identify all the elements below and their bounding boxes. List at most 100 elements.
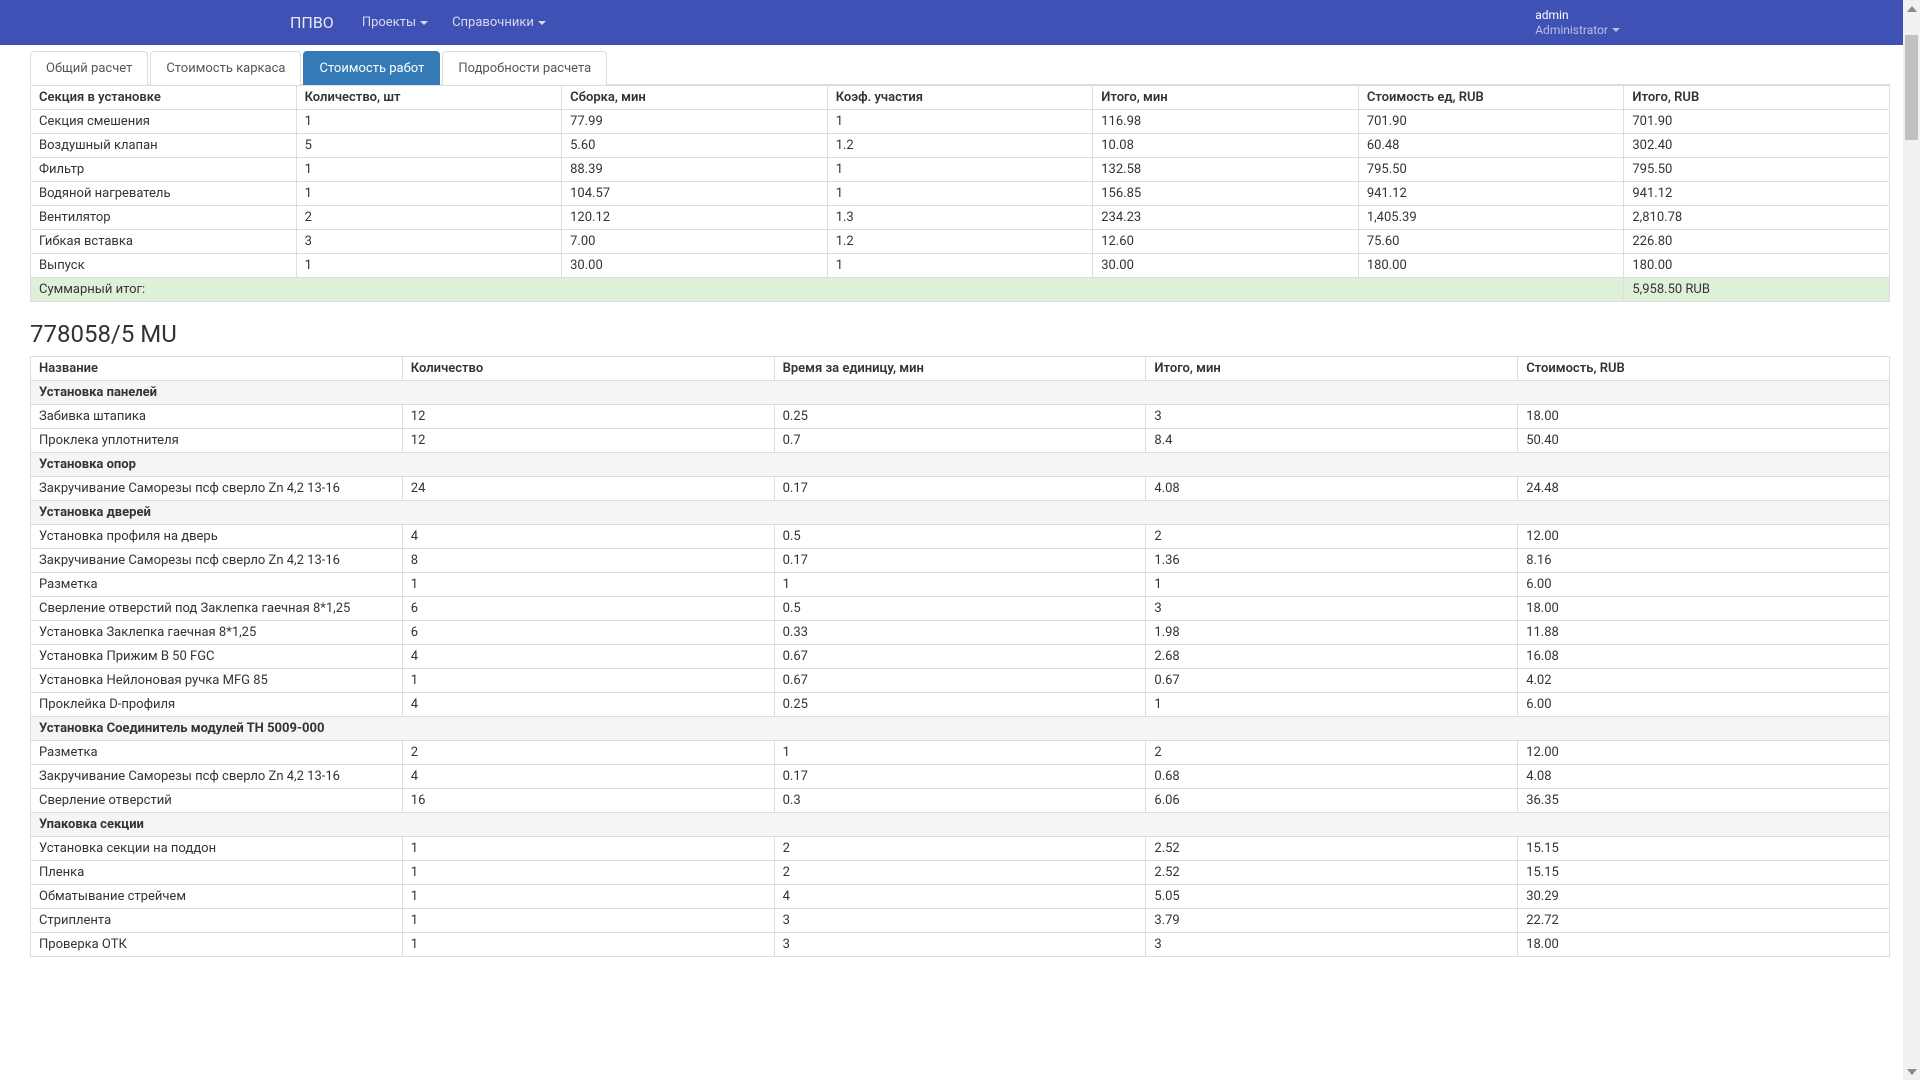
table-row: Разметка1116.00 — [31, 573, 1890, 597]
user-menu[interactable]: admin Administrator — [1535, 8, 1620, 37]
tab-work-cost[interactable]: Стоимость работ — [303, 51, 440, 85]
column-header: Количество, шт — [296, 86, 562, 110]
table-cell: 15.15 — [1518, 861, 1890, 885]
table-cell: 2 — [296, 206, 562, 230]
table-cell: 16 — [402, 789, 774, 813]
chevron-down-icon — [1612, 28, 1620, 32]
scrollbar[interactable] — [1903, 0, 1920, 1080]
table-row: Воздушный клапан55.601.210.0860.48302.40 — [31, 134, 1890, 158]
table-cell: 226.80 — [1624, 230, 1890, 254]
table-cell: Закручивание Саморезы псф сверло Zn 4,2 … — [31, 477, 403, 501]
summary-table: Секция в установкеКоличество, штСборка, … — [30, 85, 1890, 302]
chevron-down-icon — [538, 21, 546, 25]
table-cell: 12 — [402, 429, 774, 453]
section-title: 778058/5 MU — [30, 320, 1890, 348]
total-label: Суммарный итог: — [31, 278, 1624, 302]
group-header-row: Установка дверей — [31, 501, 1890, 525]
table-cell: 75.60 — [1358, 230, 1624, 254]
table-cell: 6 — [402, 621, 774, 645]
table-cell: 1 — [774, 741, 1146, 765]
group-header: Установка дверей — [31, 501, 1890, 525]
table-row: Установка Прижим B 50 FGC40.672.6816.08 — [31, 645, 1890, 669]
table-cell: 8.16 — [1518, 549, 1890, 573]
table-cell: 0.5 — [774, 525, 1146, 549]
table-cell: Стриплента — [31, 909, 403, 933]
table-cell: Водяной нагреватель — [31, 182, 297, 206]
table-cell: 1 — [1146, 573, 1518, 597]
nav-references-label: Справочники — [452, 15, 534, 30]
table-cell: 2,810.78 — [1624, 206, 1890, 230]
table-cell: Секция смешения — [31, 110, 297, 134]
group-header-row: Установка опор — [31, 453, 1890, 477]
scroll-up-button[interactable] — [1903, 0, 1920, 17]
table-cell: 104.57 — [562, 182, 828, 206]
tab-frame-cost[interactable]: Стоимость каркаса — [150, 51, 301, 85]
table-cell: Сверление отверстий — [31, 789, 403, 813]
table-cell: 1,405.39 — [1358, 206, 1624, 230]
table-row: Закручивание Саморезы псф сверло Zn 4,2 … — [31, 765, 1890, 789]
table-cell: 6 — [402, 597, 774, 621]
group-header-row: Установка Соединитель модулей ТН 5009-00… — [31, 717, 1890, 741]
table-cell: 0.25 — [774, 405, 1146, 429]
table-cell: 2 — [1146, 741, 1518, 765]
table-cell: 88.39 — [562, 158, 828, 182]
table-cell: 1 — [827, 158, 1093, 182]
nav-references[interactable]: Справочники — [452, 15, 546, 30]
tab-details[interactable]: Подробности расчета — [442, 51, 607, 85]
table-cell: 1 — [402, 573, 774, 597]
table-cell: 2 — [774, 861, 1146, 885]
table-cell: 701.90 — [1358, 110, 1624, 134]
table-cell: 234.23 — [1093, 206, 1359, 230]
table-cell: Воздушный клапан — [31, 134, 297, 158]
table-cell: 0.5 — [774, 597, 1146, 621]
table-cell: Проклека уплотнителя — [31, 429, 403, 453]
table-cell: 302.40 — [1624, 134, 1890, 158]
table-cell: 12.60 — [1093, 230, 1359, 254]
table-cell: 60.48 — [1358, 134, 1624, 158]
table-cell: 4 — [774, 885, 1146, 909]
table-cell: 3 — [1146, 597, 1518, 621]
table-cell: 1 — [296, 110, 562, 134]
group-header-row: Упаковка секции — [31, 813, 1890, 837]
table-cell: 8.4 — [1146, 429, 1518, 453]
table-cell: 50.40 — [1518, 429, 1890, 453]
table-cell: 0.17 — [774, 765, 1146, 789]
group-header-row: Установка панелей — [31, 381, 1890, 405]
tab-general[interactable]: Общий расчет — [30, 51, 148, 85]
column-header: Итого, мин — [1146, 357, 1518, 381]
table-cell: 0.68 — [1146, 765, 1518, 789]
table-row: Обматывание стрейчем145.0530.29 — [31, 885, 1890, 909]
chevron-down-icon — [420, 21, 428, 25]
table-cell: 3 — [1146, 933, 1518, 957]
table-cell: 30.29 — [1518, 885, 1890, 909]
nav-projects[interactable]: Проекты — [362, 15, 428, 30]
table-row: Пленка122.5215.15 — [31, 861, 1890, 885]
table-row: Проклека уплотнителя120.78.450.40 — [31, 429, 1890, 453]
table-cell: Забивка штапика — [31, 405, 403, 429]
column-header: Сборка, мин — [562, 86, 828, 110]
table-cell: Закручивание Саморезы псф сверло Zn 4,2 … — [31, 765, 403, 789]
table-cell: 24.48 — [1518, 477, 1890, 501]
table-cell: 0.17 — [774, 549, 1146, 573]
column-header: Стоимость ед, RUB — [1358, 86, 1624, 110]
table-row: Установка секции на поддон122.5215.15 — [31, 837, 1890, 861]
table-cell: 1 — [402, 669, 774, 693]
table-cell: 1 — [402, 885, 774, 909]
table-row: Гибкая вставка37.001.212.6075.60226.80 — [31, 230, 1890, 254]
tabs: Общий расчетСтоимость каркасаСтоимость р… — [30, 51, 1890, 85]
table-cell: Установка Заклепка гаечная 8*1,25 — [31, 621, 403, 645]
brand[interactable]: ППВО — [290, 13, 334, 32]
table-cell: 3 — [774, 933, 1146, 957]
table-cell: 12.00 — [1518, 525, 1890, 549]
table-cell: 2 — [774, 837, 1146, 861]
scroll-thumb[interactable] — [1905, 35, 1918, 140]
table-cell: 1 — [1146, 693, 1518, 717]
table-row: Фильтр188.391132.58795.50795.50 — [31, 158, 1890, 182]
table-cell: 18.00 — [1518, 405, 1890, 429]
column-header: Стоимость, RUB — [1518, 357, 1890, 381]
table-row: Установка профиля на дверь40.5212.00 — [31, 525, 1890, 549]
scroll-down-button[interactable] — [1903, 1063, 1920, 1080]
table-row: Стриплента133.7922.72 — [31, 909, 1890, 933]
total-value: 5,958.50 RUB — [1624, 278, 1890, 302]
table-cell: Сверление отверстий под Заклепка гаечная… — [31, 597, 403, 621]
